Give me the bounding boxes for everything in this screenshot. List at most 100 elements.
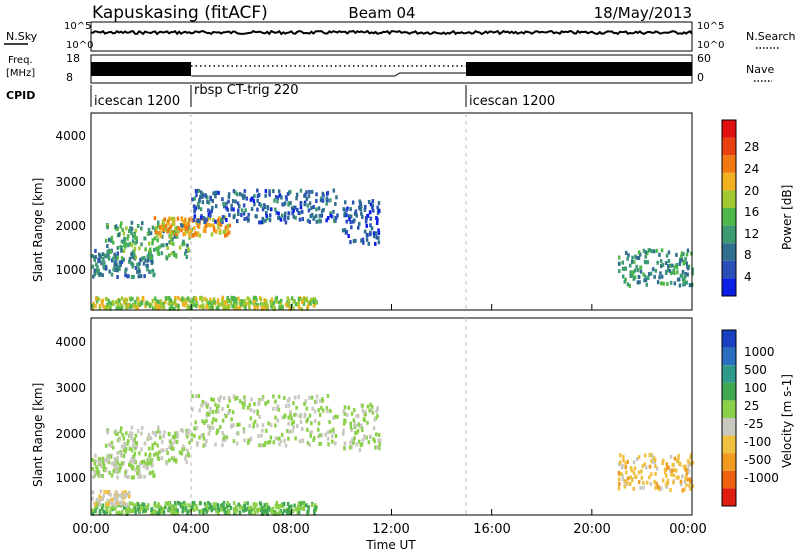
power-cell xyxy=(240,208,244,213)
power-cell xyxy=(341,228,345,233)
power-cell xyxy=(236,201,240,206)
power-cell xyxy=(164,300,167,305)
velocity-cbar-swatch xyxy=(722,382,736,401)
velocity-cell xyxy=(194,420,197,425)
velocity-cell xyxy=(123,492,127,497)
velocity-cell xyxy=(225,435,229,440)
velocity-cell xyxy=(307,509,310,514)
xtick-1: 04:00 xyxy=(172,522,209,537)
velocity-cell xyxy=(685,483,688,488)
power-cell xyxy=(256,198,259,203)
power-cell xyxy=(172,250,176,255)
power-cell xyxy=(325,196,329,201)
power-cell xyxy=(109,306,112,311)
velocity-cell xyxy=(667,465,671,470)
velocity-cbar-tick-m1000: -1000 xyxy=(744,471,779,485)
power-cell xyxy=(156,238,159,243)
power-cell xyxy=(228,213,231,218)
power-cell xyxy=(644,254,647,259)
velocity-cell xyxy=(133,451,137,456)
power-cell xyxy=(378,209,381,214)
velocity-cell xyxy=(112,461,115,466)
power-cell xyxy=(349,240,352,245)
velocity-cell xyxy=(260,507,264,512)
power-cell xyxy=(238,192,242,197)
velocity-cell xyxy=(660,486,663,491)
velocity-cell xyxy=(130,448,134,453)
power-cell xyxy=(153,236,157,241)
power-cell xyxy=(238,204,241,209)
power-cell xyxy=(100,299,104,304)
power-cell xyxy=(99,254,102,259)
power-cell xyxy=(206,200,209,204)
power-cell xyxy=(183,303,186,308)
power-cell xyxy=(198,199,201,204)
velocity-cell xyxy=(131,444,135,449)
power-cell xyxy=(365,233,369,238)
power-cell xyxy=(270,297,274,302)
power-cell xyxy=(272,189,275,194)
velocity-cell xyxy=(374,445,377,450)
velocity-cbar-tick-m25: -25 xyxy=(744,417,764,431)
power-cell xyxy=(673,281,677,286)
power-cell xyxy=(320,209,324,214)
power-cell xyxy=(365,223,368,228)
velocity-cell xyxy=(120,426,123,431)
velocity-cell xyxy=(132,439,135,444)
power-cell xyxy=(274,207,277,212)
power-cell xyxy=(682,252,685,257)
velocity-cell xyxy=(169,503,172,507)
power-cell xyxy=(189,228,193,233)
power-cell xyxy=(667,264,670,268)
power-cell xyxy=(375,235,379,240)
power-cell xyxy=(115,267,119,272)
velocity-cell xyxy=(207,501,210,505)
velocity-cell xyxy=(360,423,363,428)
velocity-cell xyxy=(221,437,225,442)
velocity-cell xyxy=(243,402,246,407)
power-cell xyxy=(169,225,172,230)
power-cell xyxy=(329,198,332,203)
velocity-cell xyxy=(305,406,309,411)
power-cell xyxy=(682,282,685,287)
power-cell xyxy=(174,226,177,231)
velocity-cell xyxy=(296,507,300,512)
power-cell xyxy=(205,304,208,309)
velocity-cell xyxy=(214,418,218,423)
velocity-cell xyxy=(264,440,267,445)
power-cell xyxy=(209,297,212,302)
velocity-cell xyxy=(136,465,139,470)
velocity-cell xyxy=(230,423,233,428)
power-cell xyxy=(309,297,313,302)
nsearch-label: N.Search xyxy=(746,30,796,43)
velocity-cell xyxy=(172,446,175,451)
power-cell xyxy=(686,272,689,277)
power-cell xyxy=(141,221,144,226)
velocity-cell xyxy=(234,509,238,514)
velocity-cell xyxy=(653,460,656,465)
velocity-cell xyxy=(201,419,204,424)
velocity-cell xyxy=(168,445,171,450)
velocity-cell xyxy=(661,461,664,465)
power-cell xyxy=(288,307,292,311)
velocity-cell xyxy=(378,438,382,443)
power-cell xyxy=(176,226,180,231)
velocity-cell xyxy=(215,502,218,507)
velocity-cell xyxy=(207,412,211,417)
velocity-cell xyxy=(331,434,334,439)
power-cell xyxy=(96,271,100,275)
power-cell xyxy=(673,264,677,269)
velocity-cell xyxy=(107,454,110,459)
power-cell xyxy=(673,271,676,275)
velocity-cell xyxy=(286,428,289,433)
power-cell xyxy=(274,296,278,301)
power-cell xyxy=(142,261,146,266)
velocity-cell xyxy=(115,490,118,495)
power-cell xyxy=(122,243,126,248)
power-cell xyxy=(151,259,154,264)
velocity-cell xyxy=(216,428,220,433)
power-cell xyxy=(634,254,637,259)
power-cell xyxy=(299,205,303,210)
power-cell xyxy=(151,268,155,273)
power-cell xyxy=(290,296,294,301)
